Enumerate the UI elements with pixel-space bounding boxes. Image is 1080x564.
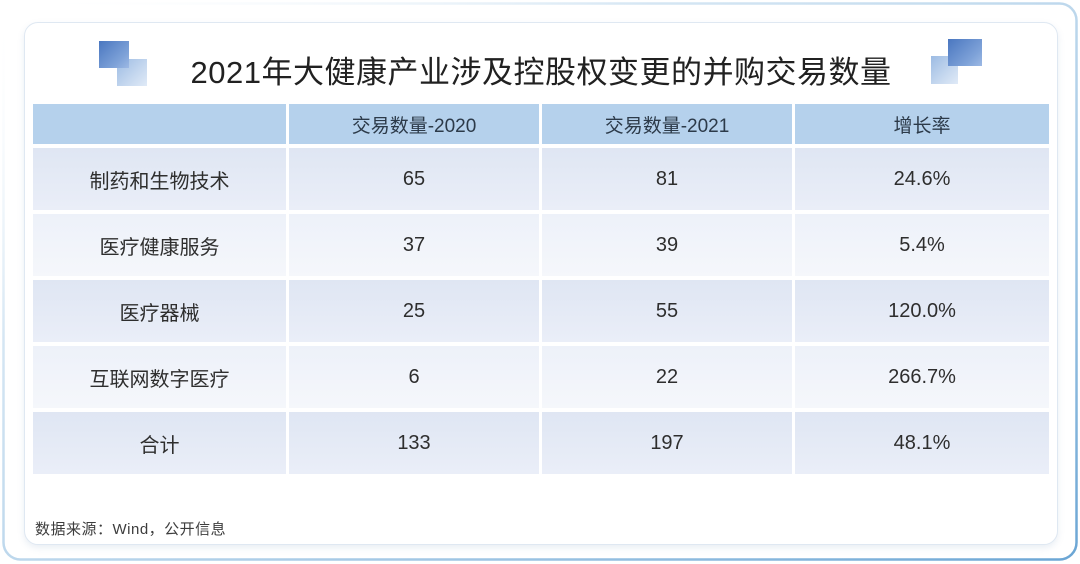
- value-2021-cell: 22: [542, 346, 792, 408]
- column-header-growth: 增长率: [795, 104, 1049, 144]
- growth-cell: 5.4%: [795, 214, 1049, 276]
- column-header-2021: 交易数量-2021: [542, 104, 792, 144]
- category-cell: 医疗健康服务: [33, 214, 286, 276]
- category-cell-total: 合计: [33, 412, 286, 474]
- category-cell: 医疗器械: [33, 280, 286, 342]
- value-2021-cell: 39: [542, 214, 792, 276]
- value-2021-cell: 81: [542, 148, 792, 210]
- column-header-2020: 交易数量-2020: [289, 104, 539, 144]
- infographic-card: 2021年大健康产业涉及控股权变更的并购交易数量 交易数量-2020 交易数量-…: [24, 22, 1058, 545]
- growth-cell: 120.0%: [795, 280, 1049, 342]
- data-source-note: 数据来源：Wind，公开信息: [35, 521, 227, 538]
- value-2020-cell: 37: [289, 214, 539, 276]
- growth-cell: 24.6%: [795, 148, 1049, 210]
- value-2020-cell-total: 133: [289, 412, 539, 474]
- value-2021-cell-total: 197: [542, 412, 792, 474]
- category-cell: 制药和生物技术: [33, 148, 286, 210]
- title-deco-square-right-dark-icon: [948, 39, 982, 66]
- page-title: 2021年大健康产业涉及控股权变更的并购交易数量: [190, 55, 892, 90]
- value-2020-cell: 6: [289, 346, 539, 408]
- title-deco-square-left-dark-icon: [99, 41, 129, 68]
- growth-cell: 266.7%: [795, 346, 1049, 408]
- value-2020-cell: 65: [289, 148, 539, 210]
- ma-deals-table: 交易数量-2020 交易数量-2021 增长率 制药和生物技术 65 81 24…: [33, 104, 1049, 474]
- growth-cell-total: 48.1%: [795, 412, 1049, 474]
- column-header-category: [33, 104, 286, 144]
- value-2020-cell: 25: [289, 280, 539, 342]
- value-2021-cell: 55: [542, 280, 792, 342]
- category-cell: 互联网数字医疗: [33, 346, 286, 408]
